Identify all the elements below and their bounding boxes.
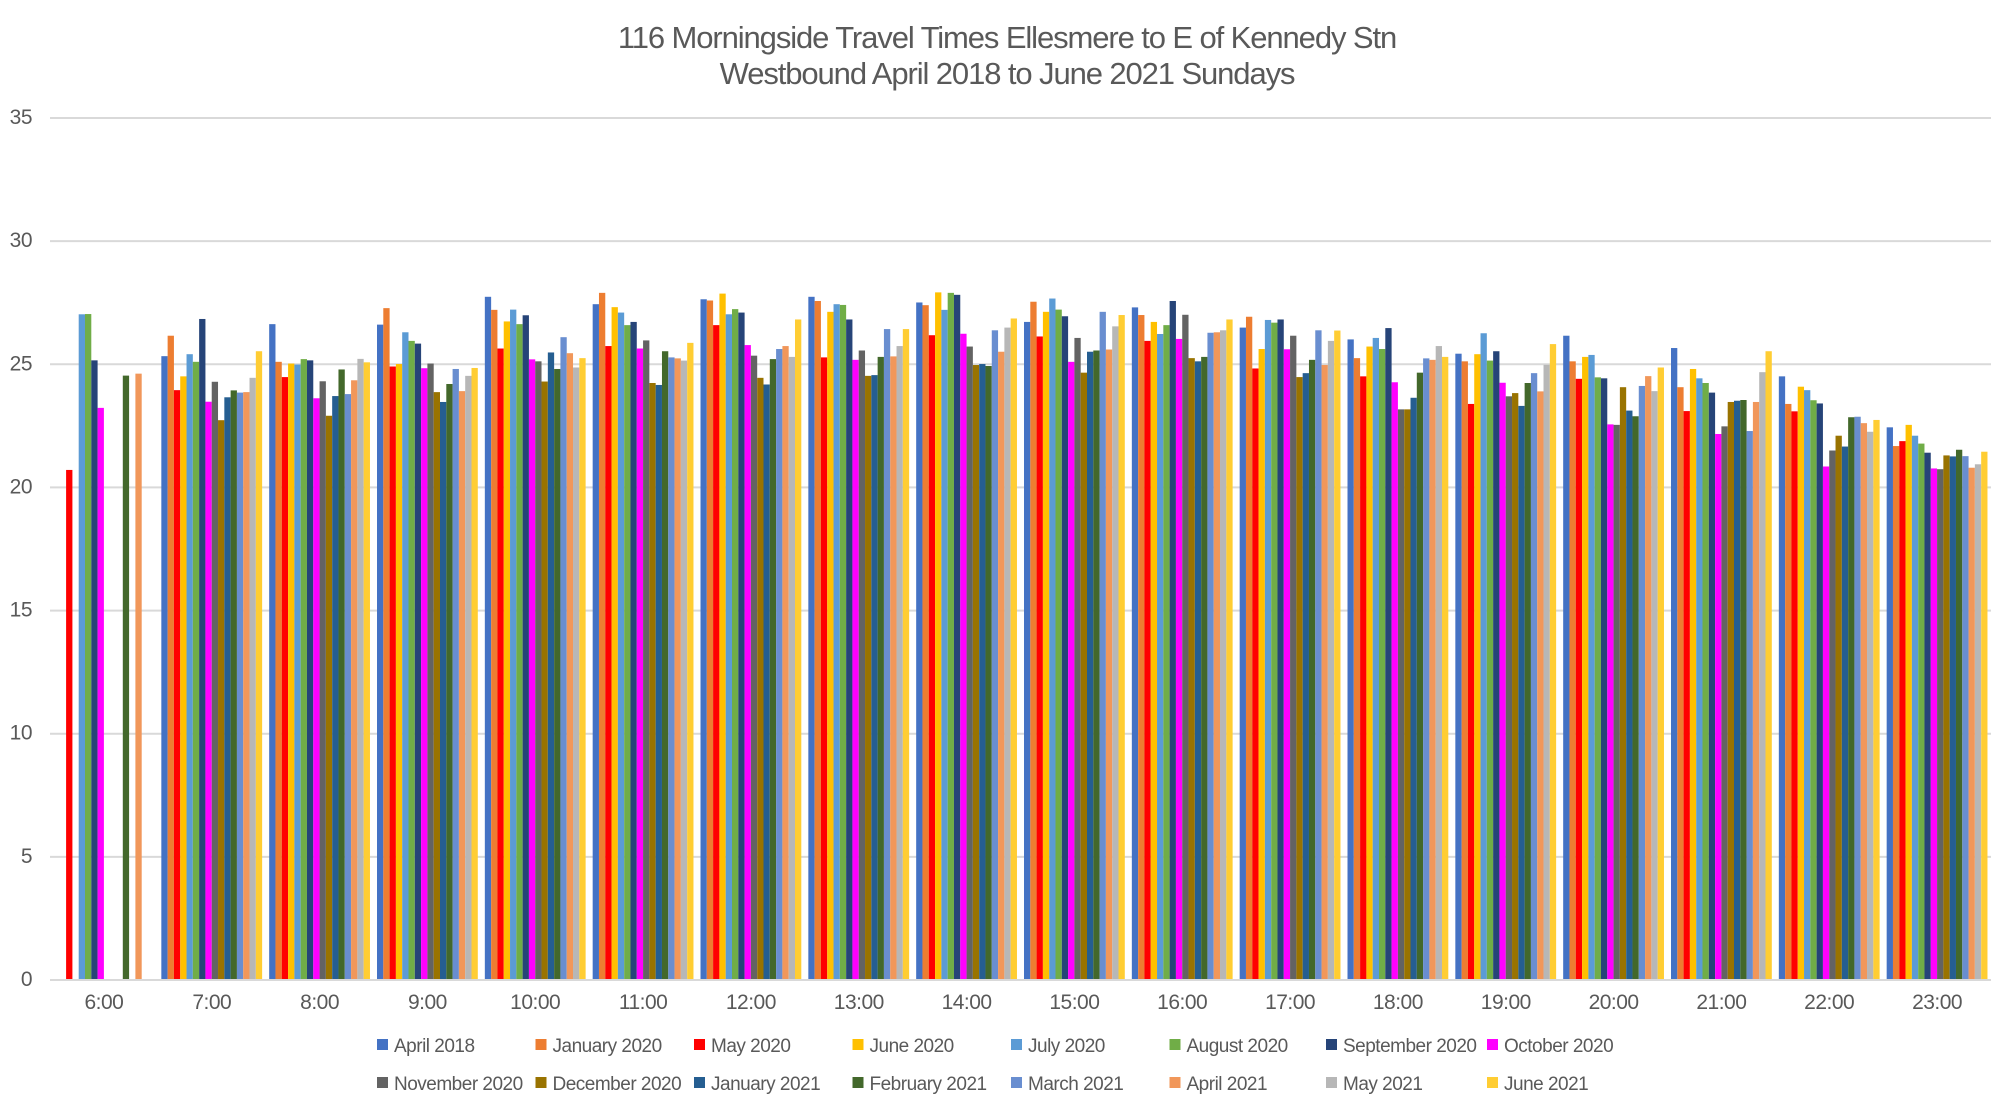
svg-text:17:00: 17:00 [1265,991,1315,1014]
svg-text:22:00: 22:00 [1804,991,1854,1014]
svg-text:September 2020: September 2020 [1343,1036,1477,1057]
svg-text:116 Morningside Travel Times E: 116 Morningside Travel Times Ellesmere t… [618,20,1396,55]
svg-text:7:00: 7:00 [192,991,231,1014]
svg-text:April 2021: April 2021 [1187,1074,1268,1095]
svg-text:February 2021: February 2021 [870,1074,987,1095]
svg-text:35: 35 [10,106,32,129]
svg-text:June 2021: June 2021 [1504,1074,1588,1095]
svg-text:18:00: 18:00 [1373,991,1423,1014]
svg-text:Westbound April 2018 to June 2: Westbound April 2018 to June 2021 Sunday… [720,56,1295,91]
svg-text:23:00: 23:00 [1912,991,1962,1014]
svg-text:December 2020: December 2020 [553,1074,682,1095]
svg-text:June 2020: June 2020 [870,1036,954,1057]
svg-text:16:00: 16:00 [1157,991,1207,1014]
svg-text:August 2020: August 2020 [1187,1036,1288,1057]
svg-text:10:00: 10:00 [510,991,560,1014]
svg-text:October 2020: October 2020 [1504,1036,1613,1057]
svg-text:20: 20 [10,475,32,498]
svg-text:10: 10 [10,722,32,745]
svg-text:January 2021: January 2021 [711,1074,820,1095]
svg-text:April 2018: April 2018 [394,1036,475,1057]
svg-text:0: 0 [21,968,32,991]
svg-text:January 2020: January 2020 [553,1036,662,1057]
svg-text:5: 5 [21,845,32,868]
svg-text:14:00: 14:00 [942,991,992,1014]
svg-text:July 2020: July 2020 [1028,1036,1105,1057]
svg-text:25: 25 [10,352,32,375]
svg-text:11:00: 11:00 [619,991,668,1014]
svg-text:May 2021: May 2021 [1343,1074,1422,1095]
svg-text:30: 30 [10,229,32,252]
svg-text:November 2020: November 2020 [394,1074,523,1095]
svg-text:13:00: 13:00 [834,991,884,1014]
svg-text:12:00: 12:00 [726,991,776,1014]
svg-text:9:00: 9:00 [408,991,447,1014]
svg-text:19:00: 19:00 [1481,991,1531,1014]
svg-text:15:00: 15:00 [1049,991,1099,1014]
svg-text:May 2020: May 2020 [711,1036,790,1057]
svg-text:15: 15 [10,599,32,622]
svg-text:8:00: 8:00 [300,991,339,1014]
svg-text:21:00: 21:00 [1696,991,1746,1014]
svg-text:6:00: 6:00 [84,991,123,1014]
svg-text:20:00: 20:00 [1589,991,1639,1014]
svg-text:March 2021: March 2021 [1028,1074,1123,1095]
